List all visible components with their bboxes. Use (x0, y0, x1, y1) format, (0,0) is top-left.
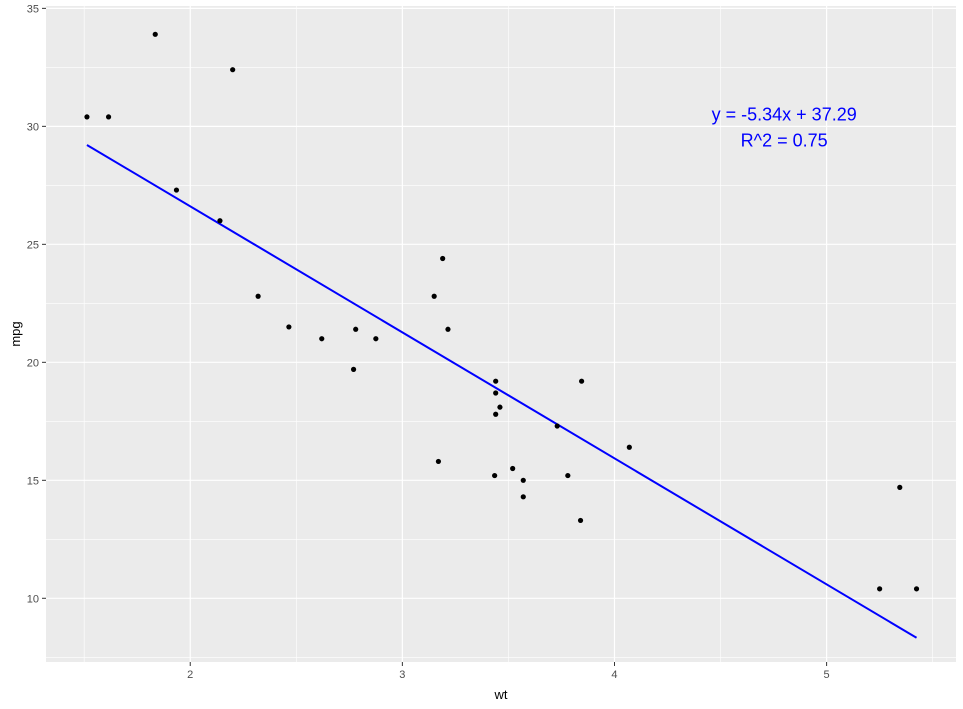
data-point (577, 517, 584, 524)
data-point (554, 423, 560, 429)
data-point (255, 293, 261, 299)
data-point (492, 472, 498, 479)
x-tick-label: 5 (824, 669, 830, 681)
points-layer (84, 31, 920, 592)
data-point (350, 366, 357, 372)
data-point (152, 31, 158, 37)
r-squared-label: R^2 = 0.75 (741, 130, 828, 150)
data-point (105, 114, 112, 120)
annotation: y = -5.34x + 37.29 R^2 = 0.75 (712, 104, 857, 150)
equation-label: y = -5.34x + 37.29 (712, 104, 857, 124)
y-tick-label: 35 (27, 3, 39, 15)
fit-line-layer (86, 144, 918, 639)
data-point (510, 465, 516, 472)
data-point (445, 326, 451, 332)
y-tick-label: 25 (27, 239, 39, 251)
data-point (230, 67, 236, 73)
y-axis-title: mpg (8, 321, 23, 346)
major-gridlines (46, 6, 956, 662)
minor-gridlines (46, 6, 956, 662)
data-point (286, 324, 292, 330)
data-point (897, 484, 903, 490)
y-tick-label: 15 (27, 475, 39, 487)
x-axis-title: wt (494, 687, 508, 702)
data-point (440, 255, 446, 262)
y-axis: 10 15 20 25 30 35 (27, 3, 46, 605)
data-point (435, 458, 442, 465)
x-axis: 2 3 4 5 (187, 662, 830, 681)
data-point (520, 477, 526, 483)
data-point (877, 586, 883, 592)
data-point (565, 472, 571, 479)
regression-line (86, 144, 918, 639)
data-point (373, 336, 379, 342)
data-point (520, 494, 526, 500)
y-tick-label: 20 (27, 357, 39, 369)
data-point (431, 293, 437, 299)
data-point (173, 187, 180, 193)
data-point (353, 326, 359, 332)
x-tick-label: 2 (187, 669, 193, 681)
data-point (913, 586, 920, 592)
data-point (84, 114, 90, 120)
data-point (217, 218, 223, 224)
y-tick-label: 30 (27, 121, 39, 133)
data-point (579, 378, 585, 384)
plot-panel (46, 6, 956, 662)
data-point (493, 378, 499, 384)
data-point (493, 390, 499, 396)
x-tick-label: 4 (611, 669, 617, 681)
y-tick-label: 10 (27, 593, 39, 605)
x-tick-label: 3 (399, 669, 405, 681)
data-point (626, 444, 632, 450)
data-point (493, 411, 499, 417)
data-point (497, 404, 503, 410)
data-point (319, 336, 325, 342)
